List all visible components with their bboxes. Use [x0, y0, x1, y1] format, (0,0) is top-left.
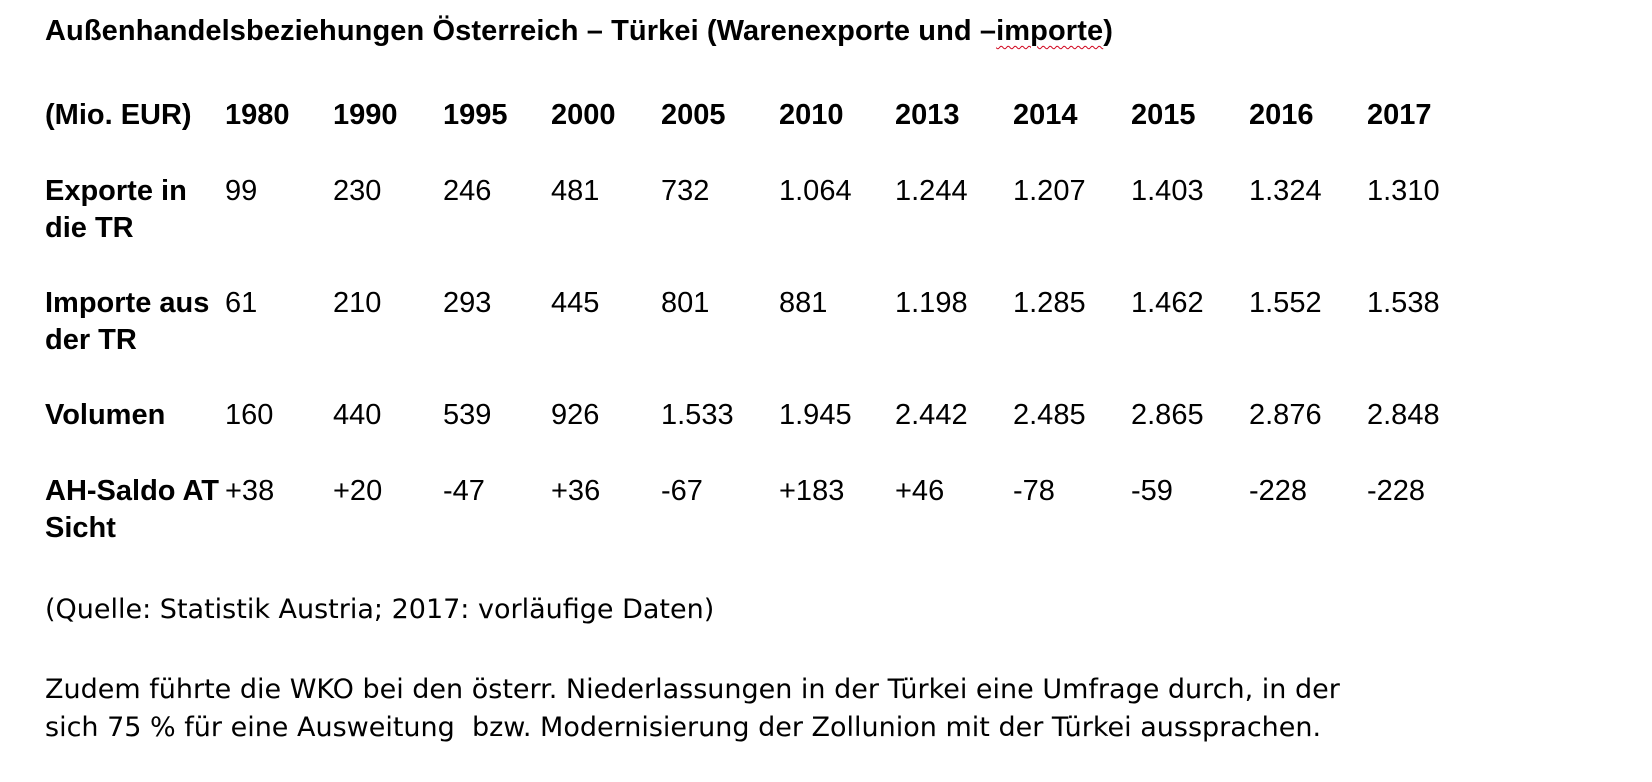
table-row-imports: Importe aus der TR 61 210 293 445 801 88…	[45, 285, 1485, 397]
document-page: Außenhandelsbeziehungen Österreich – Tür…	[45, 0, 1625, 782]
table-cell: 1.552	[1249, 287, 1322, 319]
table-cell: 210	[333, 287, 382, 319]
table-cell: +183	[779, 475, 845, 507]
table-cell: -78	[1013, 475, 1055, 507]
year-header: 2017	[1367, 99, 1432, 131]
year-header: 1995	[443, 99, 508, 131]
year-header: 2005	[661, 99, 726, 131]
row-label: Volumen	[45, 399, 166, 431]
year-header: 2015	[1131, 99, 1196, 131]
table-row-trade-balance: AH-Saldo AT Sicht +38 +20 -47 +36 -67 +1…	[45, 473, 1485, 583]
table-cell: 1.064	[779, 175, 852, 207]
table-cell: 1.324	[1249, 175, 1322, 207]
table-cell: 1.310	[1367, 175, 1440, 207]
title-closing: )	[1103, 15, 1113, 47]
table-cell: -228	[1249, 475, 1308, 507]
table-cell: 246	[443, 175, 492, 207]
year-header: 1990	[333, 99, 398, 131]
table-header-row: (Mio. EUR) 1980 1990 1995 2000 2005 2010…	[45, 97, 1485, 173]
table-cell: 881	[779, 287, 828, 319]
body-paragraph: Zudem führte die WKO bei den österr. Nie…	[45, 671, 1565, 747]
table-cell: 230	[333, 175, 382, 207]
row-label: Exporte in die TR	[45, 175, 187, 244]
table-cell: 1.244	[895, 175, 968, 207]
trade-table: (Mio. EUR) 1980 1990 1995 2000 2005 2010…	[45, 97, 1485, 583]
table-cell: 481	[551, 175, 600, 207]
table-cell: -67	[661, 475, 703, 507]
table-cell: +20	[333, 475, 383, 507]
table-cell: 539	[443, 399, 492, 431]
table-cell: 926	[551, 399, 600, 431]
table-cell: 1.403	[1131, 175, 1204, 207]
table-cell: +46	[895, 475, 945, 507]
spellcheck-flagged-word[interactable]: importe	[996, 15, 1104, 47]
table-cell: 1.198	[895, 287, 968, 319]
table-cell: -59	[1131, 475, 1173, 507]
row-label: AH-Saldo AT Sicht	[45, 475, 219, 544]
table-cell: 2.848	[1367, 399, 1440, 431]
table-cell: 2.876	[1249, 399, 1322, 431]
table-cell: +38	[225, 475, 275, 507]
table-cell: 2.865	[1131, 399, 1204, 431]
table-cell: 1.207	[1013, 175, 1086, 207]
paragraph-line: sich 75 % für eine Ausweitung bzw. Moder…	[45, 712, 1322, 743]
document-title: Außenhandelsbeziehungen Österreich – Tür…	[45, 15, 1113, 48]
source-note: (Quelle: Statistik Austria; 2017: vorläu…	[45, 594, 715, 625]
unit-label: (Mio. EUR)	[45, 99, 192, 131]
title-text: Außenhandelsbeziehungen Österreich – Tür…	[45, 15, 997, 47]
table-cell: 2.442	[895, 399, 968, 431]
table-cell: 1.285	[1013, 287, 1086, 319]
paragraph-line: Zudem führte die WKO bei den österr. Nie…	[45, 674, 1340, 705]
table-cell: 61	[225, 287, 258, 319]
table-cell: 445	[551, 287, 600, 319]
table-cell: 99	[225, 175, 258, 207]
table-cell: -47	[443, 475, 485, 507]
year-header: 2013	[895, 99, 960, 131]
table-cell: 801	[661, 287, 710, 319]
table-cell: 160	[225, 399, 274, 431]
table-row-volume: Volumen 160 440 539 926 1.533 1.945 2.44…	[45, 397, 1485, 473]
year-header: 2000	[551, 99, 616, 131]
table-cell: 440	[333, 399, 382, 431]
table-cell: 732	[661, 175, 710, 207]
table-row-exports: Exporte in die TR 99 230 246 481 732 1.0…	[45, 173, 1485, 285]
table-cell: -228	[1367, 475, 1426, 507]
year-header: 1980	[225, 99, 290, 131]
table-cell: 293	[443, 287, 492, 319]
year-header: 2014	[1013, 99, 1078, 131]
year-header: 2010	[779, 99, 844, 131]
year-header: 2016	[1249, 99, 1314, 131]
table-cell: +36	[551, 475, 601, 507]
table-cell: 1.533	[661, 399, 734, 431]
table-cell: 1.945	[779, 399, 852, 431]
table-cell: 2.485	[1013, 399, 1086, 431]
row-label: Importe aus der TR	[45, 287, 210, 356]
table-cell: 1.462	[1131, 287, 1204, 319]
table-cell: 1.538	[1367, 287, 1440, 319]
